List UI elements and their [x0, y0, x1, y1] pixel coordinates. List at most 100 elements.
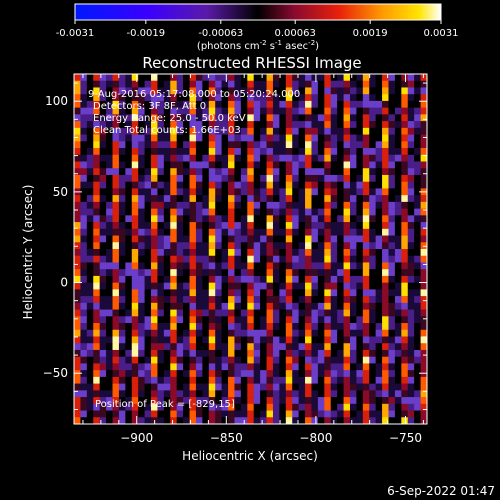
heatmap-cell: [247, 242, 255, 250]
heatmap-cell: [163, 296, 171, 304]
heatmap-cell: [401, 235, 409, 243]
heatmap-cell: [305, 228, 312, 236]
heatmap-cell: [183, 80, 190, 88]
heatmap-cell: [369, 410, 376, 418]
heatmap-cell: [279, 296, 287, 304]
heatmap-cell: [93, 309, 100, 317]
heatmap-cell: [414, 410, 421, 418]
heatmap-cell: [234, 121, 242, 129]
heatmap-cell: [234, 323, 242, 331]
heatmap-cell: [183, 356, 190, 364]
heatmap-cell: [176, 74, 184, 82]
heatmap-cell: [144, 174, 152, 182]
heatmap-cell: [414, 174, 421, 182]
heatmap-cell: [311, 100, 319, 108]
heatmap-cell: [118, 363, 126, 371]
heatmap-cell: [138, 309, 145, 317]
heatmap-cell: [420, 134, 427, 142]
heatmap-cell: [157, 289, 165, 297]
heatmap-cell: [324, 74, 332, 82]
heatmap-cell: [266, 289, 274, 297]
heatmap-cell: [106, 349, 113, 357]
heatmap-cell: [343, 275, 351, 283]
heatmap-cell: [362, 141, 370, 149]
heatmap-cell: [311, 410, 319, 418]
heatmap-cell: [151, 161, 158, 169]
heatmap-cell: [394, 141, 402, 149]
heatmap-cell: [118, 343, 126, 351]
heatmap-cell: [292, 255, 299, 263]
heatmap-cell: [74, 154, 81, 162]
heatmap-cell: [93, 289, 100, 297]
heatmap-cell: [324, 148, 332, 156]
heatmap-cell: [80, 134, 88, 142]
heatmap-cell: [266, 397, 274, 405]
heatmap-cell: [292, 114, 299, 122]
heatmap-cell: [247, 336, 255, 344]
heatmap-cell: [420, 195, 427, 203]
heatmap-cell: [215, 296, 222, 304]
heatmap-cell: [118, 235, 126, 243]
heatmap-cell: [208, 349, 216, 357]
heatmap-cell: [292, 376, 299, 384]
heatmap-cell: [356, 222, 364, 230]
heatmap-cell: [292, 94, 299, 102]
heatmap-cell: [324, 417, 332, 424]
heatmap-cell: [151, 356, 158, 364]
heatmap-cell: [106, 376, 113, 384]
heatmap-cell: [362, 168, 370, 176]
heatmap-cell: [260, 376, 267, 384]
heatmap-cell: [157, 255, 165, 263]
heatmap-cell: [99, 228, 107, 236]
heatmap-cell: [80, 289, 88, 297]
heatmap-cell: [317, 228, 325, 236]
heatmap-cell: [176, 87, 184, 95]
heatmap-cell: [272, 275, 280, 283]
heatmap-cell: [189, 316, 197, 324]
heatmap-cell: [189, 148, 197, 156]
heatmap-cell: [247, 397, 255, 405]
heatmap-cell: [144, 201, 152, 209]
render-timestamp: 6-Sep-2022 01:47: [387, 484, 495, 498]
heatmap-cell: [311, 329, 319, 337]
heatmap-cell: [118, 215, 126, 223]
heatmap-cell: [298, 336, 306, 344]
heatmap-cell: [86, 80, 94, 88]
heatmap-cell: [131, 74, 139, 82]
heatmap-cell: [176, 215, 184, 223]
heatmap-cell: [279, 235, 287, 243]
heatmap-cell: [176, 363, 184, 371]
heatmap-cell: [356, 208, 364, 216]
heatmap-cell: [240, 390, 248, 398]
heatmap-cell: [240, 249, 248, 257]
heatmap-cell: [253, 363, 261, 371]
heatmap-cell: [414, 336, 421, 344]
heatmap-cell: [234, 249, 242, 257]
heatmap-cell: [337, 222, 344, 230]
heatmap-cell: [234, 390, 242, 398]
heatmap-cell: [362, 87, 370, 95]
heatmap-cell: [151, 269, 158, 277]
heatmap-cell: [375, 363, 383, 371]
heatmap-cell: [349, 343, 357, 351]
heatmap-cell: [176, 275, 184, 283]
heatmap-cell: [86, 121, 94, 129]
heatmap-cell: [80, 121, 88, 129]
heatmap-cell: [195, 174, 203, 182]
heatmap-cell: [138, 336, 145, 344]
heatmap-cell: [195, 127, 203, 135]
heatmap-cell: [330, 410, 338, 418]
heatmap-cell: [215, 309, 222, 317]
heatmap-cell: [170, 370, 177, 378]
heatmap-cell: [369, 296, 376, 304]
heatmap-cell: [80, 114, 88, 122]
heatmap-cell: [298, 269, 306, 277]
heatmap-cell: [131, 87, 139, 95]
heatmap-cell: [189, 383, 197, 391]
heatmap-cell: [221, 201, 229, 209]
heatmap-cell: [183, 181, 190, 189]
heatmap-cell: [125, 201, 133, 209]
heatmap-cell: [375, 208, 383, 216]
heatmap-cell: [420, 417, 427, 424]
heatmap-cell: [221, 141, 229, 149]
